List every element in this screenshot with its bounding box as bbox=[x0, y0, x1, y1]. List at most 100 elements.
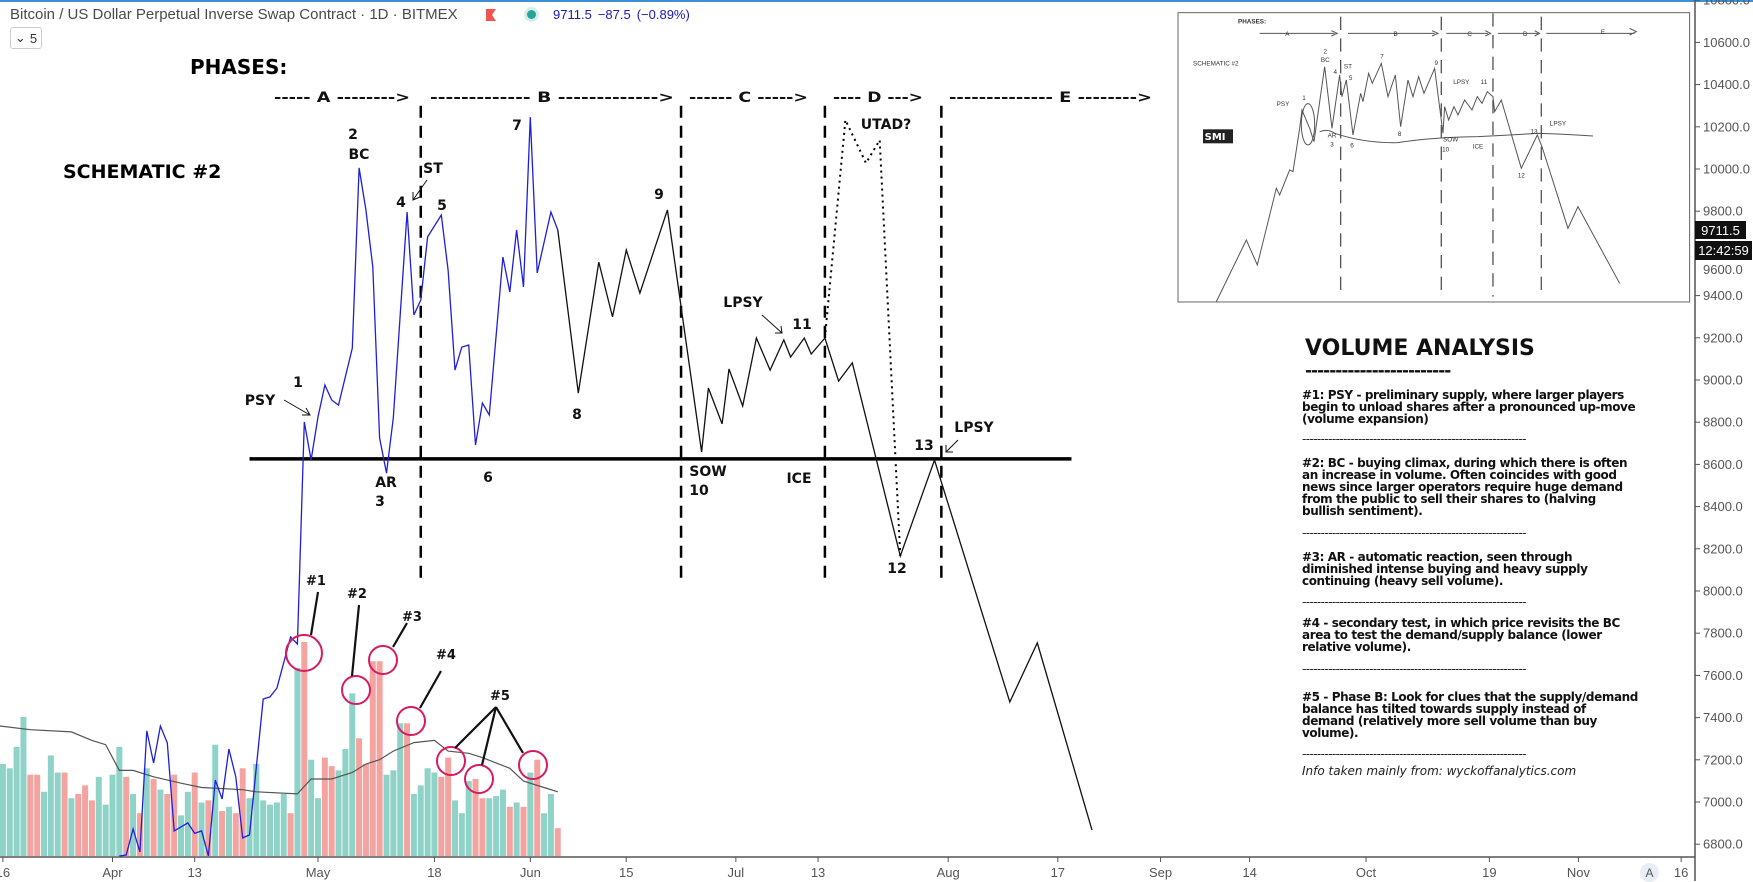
volume-bar bbox=[116, 746, 123, 856]
phase-e-header: -------------- E --------> bbox=[949, 90, 1152, 106]
separator: ----------------------------------------… bbox=[1302, 526, 1526, 540]
time-tick-label: Jun bbox=[520, 865, 541, 880]
label-3: 3 bbox=[375, 494, 385, 510]
inset-label: 13 bbox=[1530, 128, 1538, 135]
volume-bar bbox=[315, 798, 321, 856]
volume-bar bbox=[191, 772, 198, 856]
volume-circle-5b bbox=[464, 764, 494, 794]
market-open-dot-icon bbox=[527, 10, 536, 19]
note-2: #2: BC - buying climax, during which the… bbox=[1302, 456, 1628, 518]
volume-bar bbox=[547, 793, 554, 856]
time-tick-label: Nov bbox=[1567, 865, 1591, 880]
volume-bar bbox=[321, 757, 328, 856]
time-axis-ticks[interactable]: 16 Apr 13 May 18 Jun 15 Jul 13 Aug 17 Sep 14 Oct 19 Nov… bbox=[0, 857, 1688, 880]
volume-bar bbox=[157, 789, 164, 856]
window-top-border bbox=[0, 0, 1753, 2]
volume-bar bbox=[376, 661, 383, 856]
price-tick-label: 7600.0 bbox=[1703, 668, 1743, 683]
indicator-collapse-button[interactable]: ⌄ 5 bbox=[10, 27, 42, 49]
title-underline: ------------------------ bbox=[1305, 361, 1451, 381]
marker-2-label: #2 bbox=[347, 587, 367, 602]
volume-bar bbox=[513, 802, 520, 856]
volume-bar bbox=[54, 772, 61, 856]
volume-bar bbox=[301, 642, 308, 856]
volume-bar bbox=[34, 774, 41, 856]
separator: ----------------------------------------… bbox=[1302, 747, 1526, 761]
schematic-reference-image: SMI PHASES: SCHEMATIC #2 A B C D E PSY 1… bbox=[1177, 12, 1691, 303]
volume-bar bbox=[239, 768, 246, 856]
volume-bar bbox=[424, 768, 431, 856]
marker-1-leader bbox=[309, 591, 320, 636]
last-price: 9711.5 bbox=[553, 7, 592, 22]
inset-label: 1 bbox=[1302, 95, 1306, 102]
volume-bar bbox=[294, 667, 301, 856]
inset-label: 3 bbox=[1330, 142, 1334, 149]
volume-bar bbox=[178, 815, 184, 856]
volume-bar bbox=[520, 806, 527, 856]
symbol-title[interactable]: Bitcoin / US Dollar Perpetual Inverse Sw… bbox=[10, 6, 458, 23]
volume-bar bbox=[465, 781, 472, 856]
volume-bar bbox=[102, 804, 109, 856]
volume-bar bbox=[253, 763, 260, 856]
time-tick-label: 18 bbox=[427, 865, 441, 880]
label-st: ST bbox=[423, 161, 443, 177]
inset-label: BC bbox=[1321, 57, 1330, 64]
quote-readout: 9711.5 −87.5 (−0.89%) bbox=[553, 7, 696, 22]
inset-logo: SMI bbox=[1205, 132, 1226, 143]
marker-2-leader bbox=[350, 604, 361, 677]
label-sow: SOW bbox=[689, 464, 726, 480]
label-psy: PSY bbox=[245, 393, 276, 409]
label-5: 5 bbox=[437, 198, 447, 214]
volume-circle-5c bbox=[518, 750, 548, 780]
phase-d-header: ---- D ---> bbox=[833, 90, 923, 106]
price-line[interactable] bbox=[119, 117, 559, 857]
price-tick-label: 9400.0 bbox=[1703, 288, 1743, 303]
volume-bar bbox=[198, 802, 205, 856]
time-tick-label: 16 bbox=[0, 865, 10, 880]
inset-label: LPSY bbox=[1550, 121, 1567, 128]
price-tick-label: 7800.0 bbox=[1703, 626, 1743, 641]
volume-bar bbox=[41, 791, 47, 856]
volume-bar bbox=[308, 759, 315, 856]
time-tick-label: 13 bbox=[187, 865, 201, 880]
psy-arrow-icon bbox=[283, 399, 311, 416]
volume-bar bbox=[130, 793, 137, 856]
volume-bar bbox=[493, 796, 500, 856]
inset-phase-b: B bbox=[1394, 31, 1398, 38]
label-lpsy: LPSY bbox=[723, 295, 763, 311]
time-tick-label: 13 bbox=[811, 865, 825, 880]
label-8: 8 bbox=[572, 407, 582, 423]
volume-bar bbox=[404, 723, 411, 856]
price-change: −87.5 bbox=[597, 7, 631, 22]
marker-5-leader bbox=[495, 706, 524, 754]
volume-bar bbox=[109, 774, 116, 856]
volume-bar bbox=[205, 800, 212, 856]
volume-bar bbox=[27, 774, 34, 856]
volume-bar bbox=[342, 749, 349, 856]
inset-phase-c: C bbox=[1467, 31, 1472, 38]
auto-scale-button[interactable]: A bbox=[1640, 863, 1659, 882]
red-flag-icon[interactable] bbox=[486, 9, 496, 21]
volume-bar bbox=[335, 770, 342, 856]
price-axis-ticks[interactable]: 10800.0 10600.0 10400.0 10200.0 10000.0 9800.… bbox=[1695, 0, 1750, 852]
price-change-percent: (−0.89%) bbox=[636, 7, 690, 22]
utad-dotted-projection[interactable] bbox=[823, 116, 902, 557]
time-tick-label: Aug bbox=[937, 865, 960, 880]
separator: ----------------------------------------… bbox=[1302, 595, 1526, 609]
volume-bar bbox=[499, 789, 506, 856]
volume-circle-5a bbox=[436, 746, 466, 776]
indicator-count: 5 bbox=[29, 30, 38, 46]
projection-line[interactable] bbox=[557, 209, 1093, 831]
price-tick-label: 10600.0 bbox=[1703, 35, 1750, 50]
inset-label: 8 bbox=[1398, 131, 1402, 138]
label-bc: BC bbox=[349, 147, 370, 163]
marker-4-leader bbox=[419, 670, 442, 709]
label-10: 10 bbox=[689, 483, 709, 499]
inset-phase-d: D bbox=[1523, 31, 1528, 38]
label-12: 12 bbox=[887, 561, 906, 577]
time-tick-label: 16 bbox=[1674, 865, 1688, 880]
label-7: 7 bbox=[512, 118, 522, 134]
source-note: Info taken mainly from: wyckoffanalytics… bbox=[1302, 764, 1577, 778]
inset-phases: PHASES: bbox=[1238, 18, 1266, 25]
